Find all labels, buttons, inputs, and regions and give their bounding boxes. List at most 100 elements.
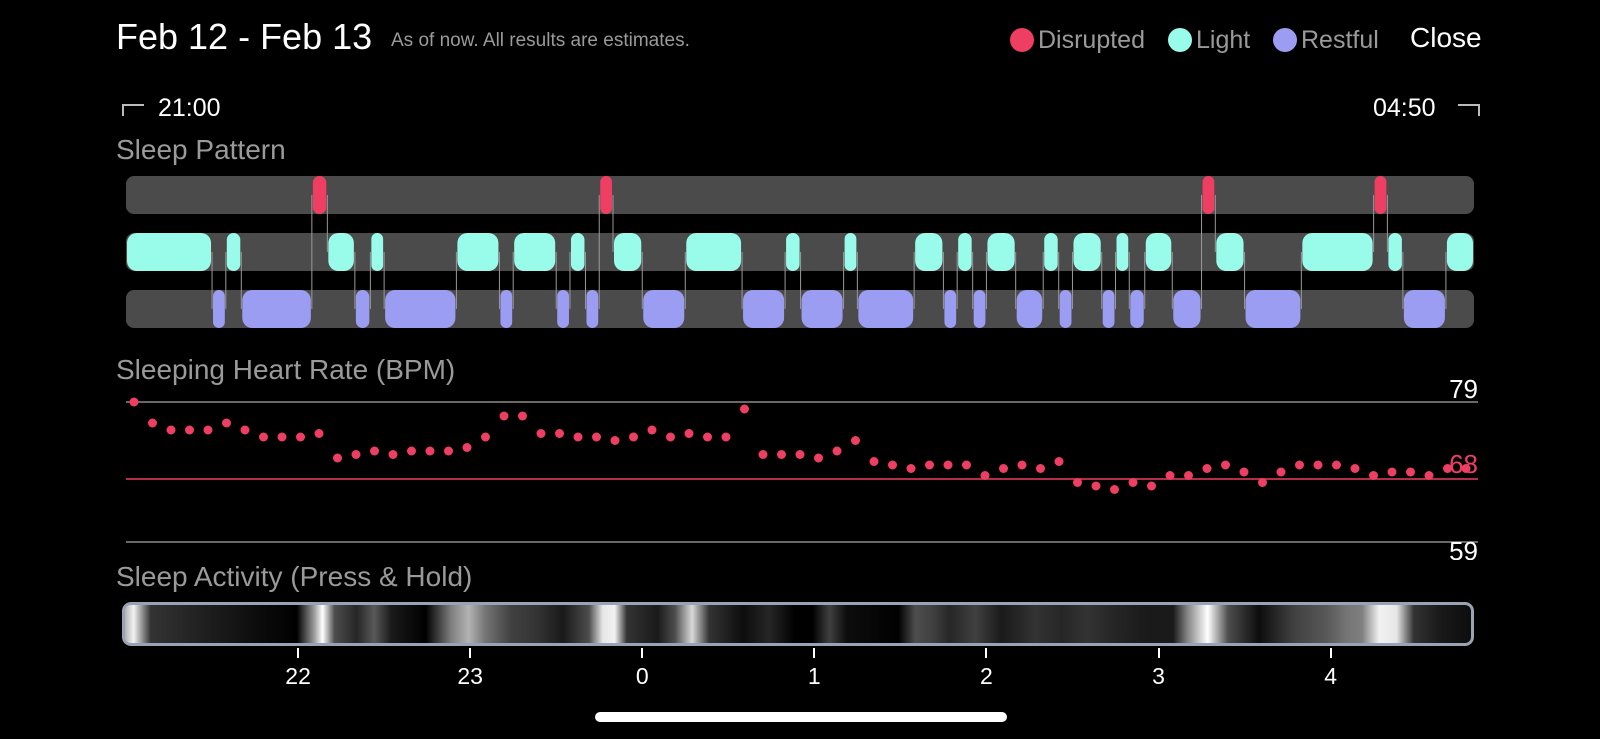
start-time: 21:00 [158, 94, 221, 122]
legend-label: Disrupted [1038, 25, 1145, 54]
sleep-segment-light [127, 233, 212, 271]
heart-rate-point [296, 432, 305, 442]
heart-rate-point [259, 432, 268, 442]
heart-rate-point [555, 429, 564, 438]
legend-item-disrupted: Disrupted [1010, 24, 1145, 56]
legend-item-light: Light [1168, 24, 1250, 56]
hour-tick-mark [641, 648, 644, 658]
sleep-segment-restful [1016, 290, 1043, 328]
heart-rate-point [925, 460, 934, 470]
hour-tick-mark [297, 648, 300, 658]
heart-rate-point [1295, 460, 1304, 470]
sleep-segment-light [371, 233, 384, 271]
sleep-segment-light [686, 233, 742, 271]
max-bpm-label: 79 [1449, 374, 1478, 404]
sleep-segment-restful [1059, 290, 1072, 328]
hour-tick-mark [1329, 648, 1332, 658]
heart-rate-point [1091, 481, 1101, 491]
heart-rate-point [222, 418, 231, 428]
heart-rate-point [684, 429, 694, 438]
heart-rate-point [610, 436, 620, 445]
sleep-activity-bar[interactable] [122, 602, 1474, 646]
sleep-segment-light [226, 233, 241, 271]
hour-tick-label: 0 [635, 663, 649, 689]
heart-rate-point [1073, 478, 1082, 487]
end-time: 04:50 [1373, 94, 1436, 122]
heart-rate-point [1165, 471, 1175, 480]
sleep-pattern-title: Sleep Pattern [116, 134, 286, 165]
sleep-segment-light [1446, 233, 1473, 271]
sleep-segment-disrupted [312, 176, 327, 214]
sleep-segment-restful [557, 290, 569, 328]
avg-bpm-label: 68 [1449, 449, 1478, 479]
heart-rate-point [832, 446, 842, 456]
heart-rate-point [314, 429, 324, 438]
min-bpm-label: 59 [1449, 536, 1478, 560]
sleep-segment-light [987, 233, 1015, 271]
heart-rate-point [1147, 481, 1156, 491]
heart-rate-point [407, 446, 416, 456]
heart-rate-point [721, 432, 731, 442]
hour-tick-label: 2 [980, 663, 993, 689]
sleep-segment-restful [858, 290, 914, 328]
heart-rate-point [666, 432, 675, 442]
heart-rate-point [888, 460, 897, 470]
sleep-segment-light [1302, 233, 1373, 271]
heart-rate-point [536, 429, 546, 438]
heart-rate-point [906, 464, 916, 473]
sleep-segment-restful [355, 290, 370, 328]
sleep-segment-restful [1102, 290, 1115, 328]
heart-rate-point [185, 425, 194, 435]
heart-rate-point [851, 436, 860, 445]
sleep-segment-restful [801, 290, 843, 328]
heart-rate-point [740, 404, 749, 414]
heart-rate-point [795, 450, 805, 459]
end-bracket-icon [1458, 104, 1480, 116]
heart-rate-point [462, 443, 472, 452]
sleep-segment-restful [1245, 290, 1301, 328]
sleep-segment-light [570, 233, 585, 271]
heart-rate-point [1017, 460, 1027, 470]
hour-tick-label: 4 [1324, 663, 1337, 689]
sleep-segment-restful [973, 290, 986, 328]
heart-rate-point [1276, 467, 1286, 477]
legend-label: Restful [1301, 25, 1379, 54]
hour-tick-mark [985, 648, 988, 658]
sleep-segment-light [1145, 233, 1172, 271]
home-indicator[interactable] [595, 712, 1007, 722]
sleep-segment-light [915, 233, 943, 271]
sleep-segment-light [1073, 233, 1101, 271]
sleep-segment-restful [743, 290, 785, 328]
heart-rate-point [388, 450, 398, 459]
heart-rate-point [481, 432, 490, 442]
heart-rate-point [962, 460, 971, 470]
legend-item-restful: Restful [1273, 24, 1379, 56]
heart-rate-point [592, 432, 601, 442]
sleep-segment-disrupted [1202, 176, 1215, 214]
sleep-segment-restful [1403, 290, 1445, 328]
heart-rate-point [1258, 478, 1267, 487]
heart-rate-point [1239, 467, 1249, 477]
legend-label: Light [1196, 25, 1251, 54]
disrupted-color-dot [1010, 28, 1034, 52]
sleep-segment-disrupted [600, 176, 613, 214]
sleep-pattern-chart[interactable] [0, 170, 1600, 340]
close-button[interactable]: Close [1410, 22, 1482, 53]
sleep-segment-light [457, 233, 499, 271]
heart-rate-point [1313, 460, 1323, 470]
sleep-segment-disrupted [1374, 176, 1387, 214]
sleep-segment-restful [586, 290, 599, 328]
heart-rate-point [943, 460, 953, 470]
sleep-segment-light [1044, 233, 1058, 271]
heart-rate-point [277, 432, 287, 442]
heart-rate-point [1221, 460, 1230, 470]
heart-rate-point [518, 411, 527, 421]
heart-rate-point [1054, 457, 1064, 466]
heart-rate-point [333, 453, 342, 463]
heart-rate-point [1443, 464, 1452, 473]
pattern-track-light [126, 233, 1474, 271]
hour-tick-mark [813, 648, 816, 658]
hour-tick-label: 1 [807, 663, 821, 689]
heart-rate-point [1387, 467, 1397, 477]
heart-rate-point [370, 446, 379, 456]
